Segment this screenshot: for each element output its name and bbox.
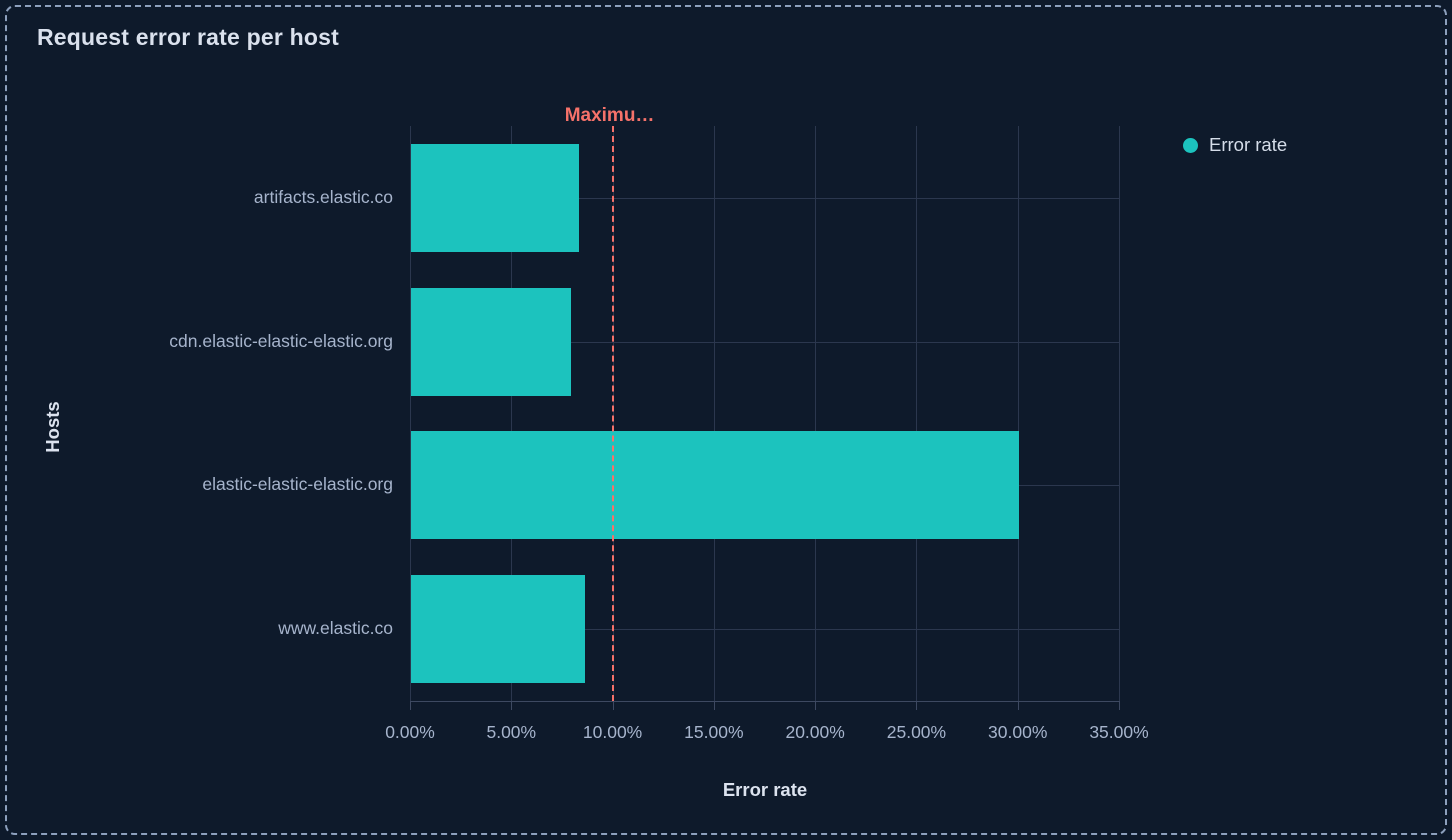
bar-artifacts.elastic.co[interactable] bbox=[411, 144, 579, 252]
bar-chart: 0.00% 5.00% 10.00% 15.00% 20.00% 25.00% 30.00%… bbox=[7, 7, 1445, 833]
vertical-gridline bbox=[713, 126, 715, 701]
x-axis-tick-mark bbox=[815, 701, 817, 710]
x-axis-tick-label: 35.00% bbox=[1089, 722, 1149, 742]
x-axis-tick-label: 5.00% bbox=[486, 722, 537, 742]
bar-cdn.elastic-elastic-elastic.org[interactable] bbox=[411, 288, 571, 396]
x-axis-tick-label: 15.00% bbox=[684, 722, 744, 742]
y-axis-category-label: elastic-elastic-elastic.org bbox=[202, 474, 393, 494]
chart-panel: Request error rate per host 0.00% 5.00% 10… bbox=[5, 5, 1447, 835]
x-axis-tick-mark bbox=[713, 701, 715, 710]
x-axis-tick-label: 30.00% bbox=[988, 722, 1048, 742]
page-title: Request error rate per host bbox=[37, 24, 339, 50]
y-axis-category-label: artifacts.elastic.co bbox=[253, 187, 393, 207]
y-axis-category-label: cdn.elastic-elastic-elastic.org bbox=[169, 331, 393, 351]
x-axis-line bbox=[410, 701, 1120, 702]
x-axis-tick-mark bbox=[511, 701, 513, 710]
x-axis-tick-mark bbox=[916, 701, 918, 710]
legend-color-dot-icon bbox=[1183, 137, 1198, 153]
horizontal-gridline bbox=[410, 342, 1119, 343]
annotation-label: Maximu… bbox=[564, 105, 655, 126]
x-axis-tick-mark bbox=[410, 701, 411, 710]
y-axis-category-label: www.elastic.co bbox=[278, 618, 393, 638]
x-axis-title: Error rate bbox=[722, 779, 808, 800]
vertical-gridline bbox=[511, 126, 513, 701]
vertical-gridline bbox=[1119, 126, 1120, 701]
x-axis-tick-mark bbox=[1119, 701, 1120, 710]
vertical-gridline bbox=[815, 126, 817, 701]
vertical-gridline bbox=[1017, 126, 1019, 701]
x-axis-tick-label: 20.00% bbox=[785, 722, 845, 742]
x-axis-tick-label: 25.00% bbox=[886, 722, 947, 742]
x-axis-tick-label: 0.00% bbox=[385, 722, 435, 742]
bar-elastic-elastic-elastic.org[interactable] bbox=[411, 431, 1019, 539]
legend-item-error-rate[interactable]: Error rate bbox=[1183, 134, 1287, 156]
max-threshold-line bbox=[611, 126, 614, 701]
y-axis-title: Hosts bbox=[42, 401, 63, 453]
legend-item-label: Error rate bbox=[1209, 134, 1288, 155]
x-axis-tick-mark bbox=[612, 701, 614, 710]
vertical-gridline bbox=[916, 126, 918, 701]
bar-www.elastic.co[interactable] bbox=[411, 575, 585, 683]
x-axis-tick-label: 10.00% bbox=[582, 722, 643, 742]
x-axis-tick-mark bbox=[1017, 701, 1019, 710]
horizontal-gridline bbox=[410, 629, 1119, 630]
vertical-gridline bbox=[410, 126, 411, 701]
horizontal-gridline bbox=[410, 198, 1119, 199]
